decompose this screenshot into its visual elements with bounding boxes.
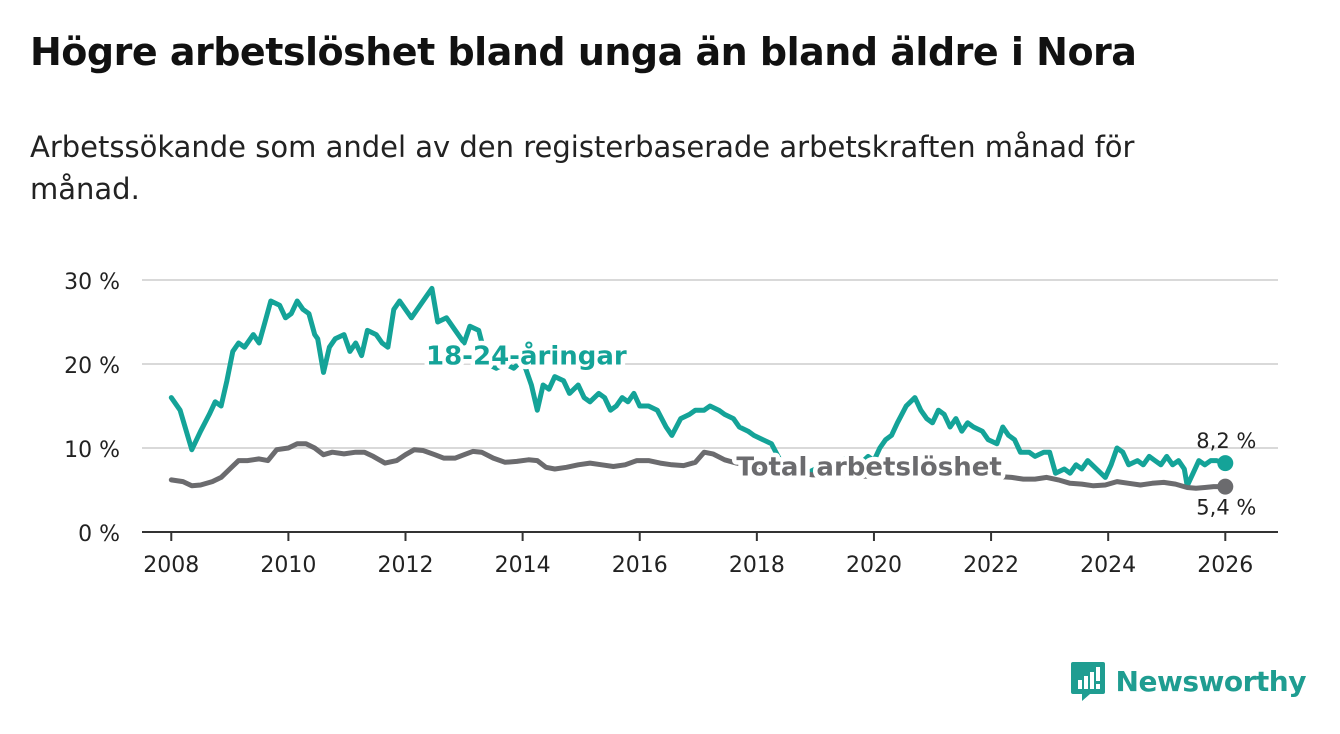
x-tick-label: 2014 (495, 553, 551, 578)
end-value-label-total-arbetsl-shet: 5,4 % (1196, 496, 1256, 520)
gridlines (142, 279, 1278, 449)
newsworthy-brand-name: Newsworthy (1115, 664, 1307, 698)
y-tick-label: 0 % (78, 522, 120, 547)
x-tick-label: 2020 (846, 553, 902, 578)
y-tick-label: 20 % (64, 354, 120, 379)
series-labels: 8,2 % 5,4 % 18-24-åringar Total arbetslöshe… (422, 335, 1257, 520)
series-end-dot-total-arbetsl-shet (1217, 478, 1234, 495)
series-name-label-total-arbetsl-shet: Total arbetslöshet (736, 452, 1001, 482)
x-tick-label: 2022 (963, 553, 1019, 578)
x-tick-label: 2010 (260, 553, 316, 578)
end-value-label-18-24-ringar: 8,2 % (1196, 429, 1256, 453)
series-line-18-24-ringar (168, 285, 1228, 489)
series-name-label-18-24-ringar: 18-24-åringar (426, 340, 627, 372)
newsworthy-logo-icon (1070, 662, 1105, 701)
x-tick-label: 2026 (1197, 553, 1253, 578)
y-tick-label: 10 % (64, 438, 120, 463)
y-tick-label: 30 % (64, 270, 120, 295)
chart-title: Högre arbetslöshet bland unga än bland ä… (30, 30, 1137, 74)
x-tick-label: 2008 (143, 553, 199, 578)
series-line-total-arbetsl-shet (168, 441, 1228, 491)
x-tick-label: 2016 (612, 553, 668, 578)
x-axis: 2008 2010 2012 2014 2016 2018 2020 2022 2024 2026 (142, 531, 1278, 578)
chart-subtitle: Arbetssökande som andel av den registerb… (30, 130, 1135, 206)
series-lines (168, 285, 1234, 495)
x-tick-label: 2018 (729, 553, 785, 578)
x-tick-label: 2012 (378, 553, 434, 578)
y-axis-ticks: 0 % 10 % 20 % 30 % (64, 270, 120, 547)
newsworthy-logo: Newsworthy (1070, 660, 1307, 702)
x-tick-label: 2024 (1080, 553, 1136, 578)
series-end-dot-18-24-ringar (1217, 455, 1234, 472)
